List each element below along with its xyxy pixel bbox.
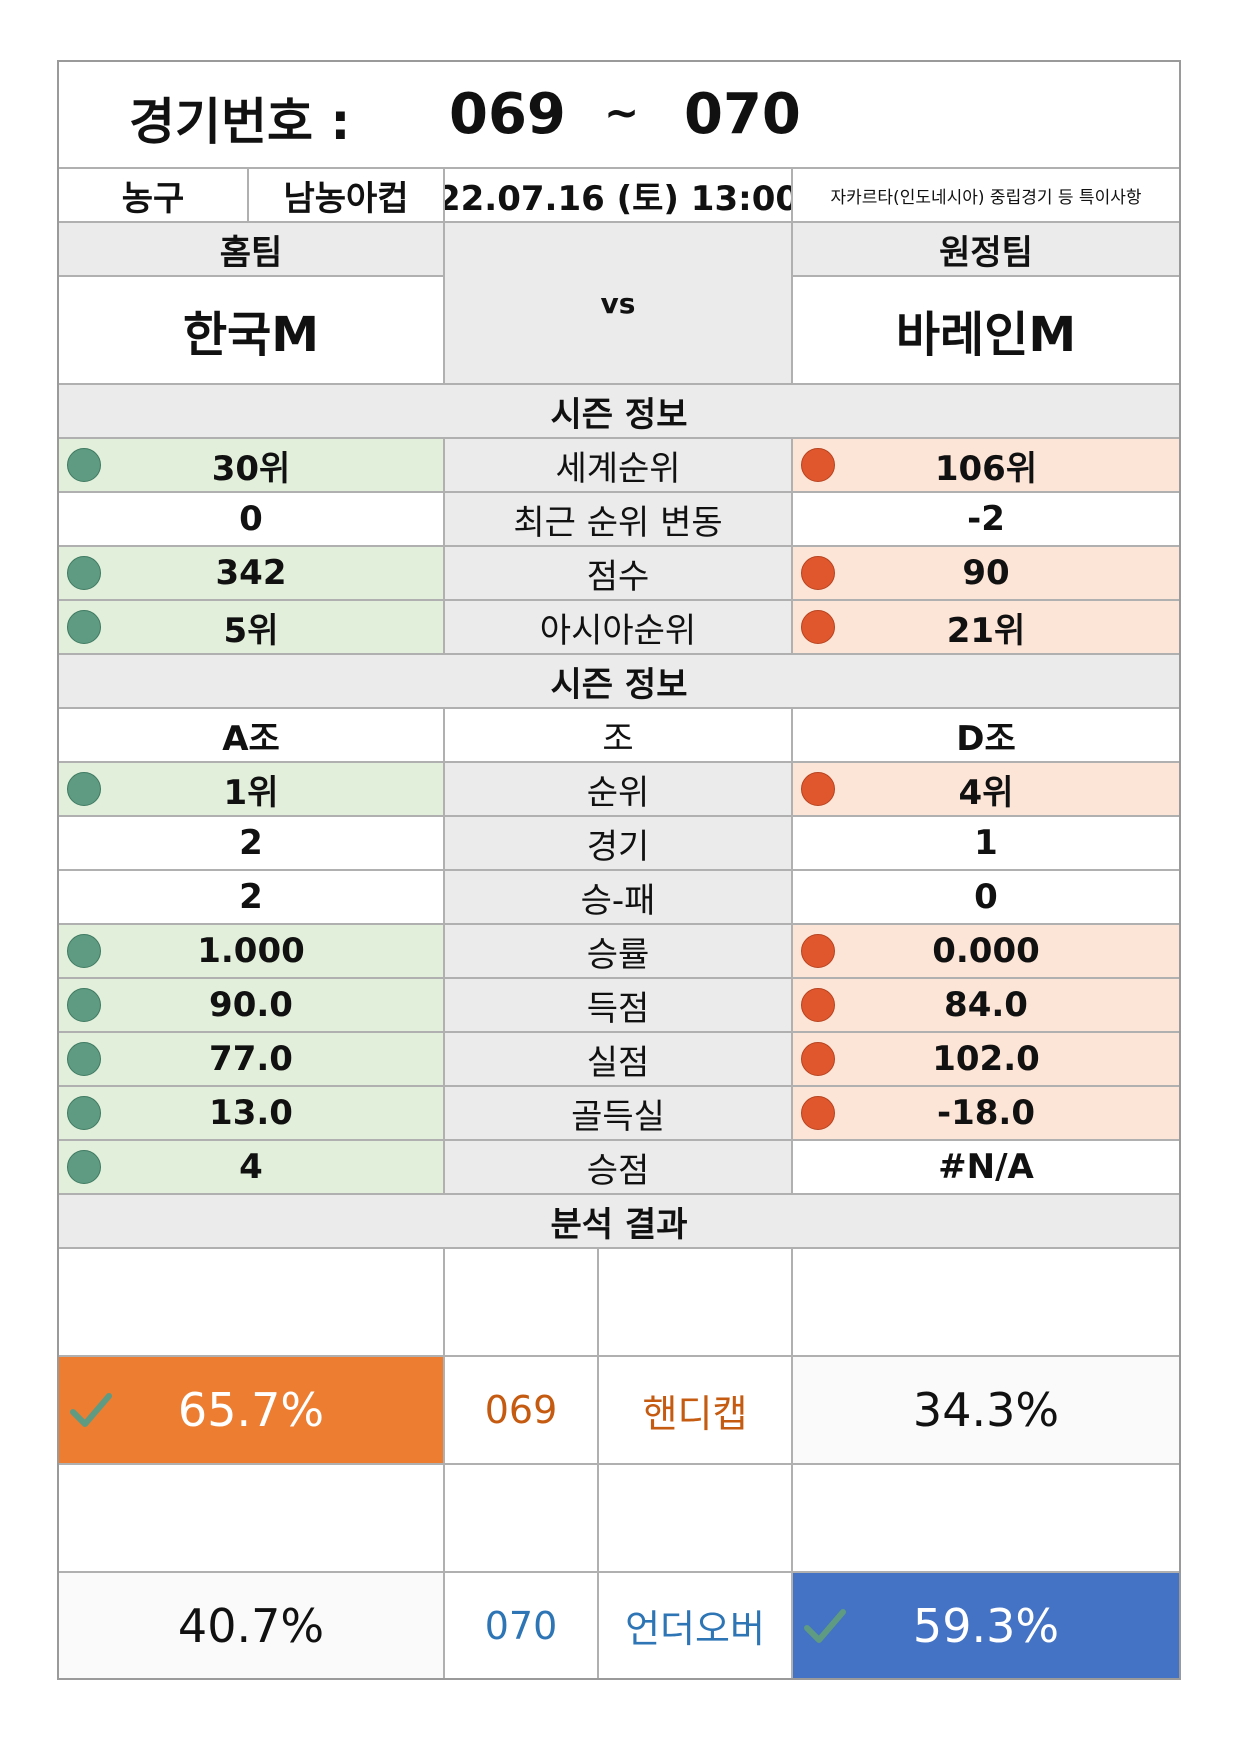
home-indicator-dot — [67, 448, 101, 482]
check-icon — [70, 1393, 112, 1427]
match-number-to: 070 — [684, 82, 801, 147]
match-number-header: 경기번호 : 069 ~ 070 — [59, 62, 1179, 169]
group-row-label: 승점 — [445, 1141, 793, 1195]
home-indicator-dot — [67, 772, 101, 806]
group-label: 조 — [445, 709, 793, 763]
group-away-value: -18.0 — [793, 1087, 1179, 1141]
home-indicator-dot — [67, 1150, 101, 1184]
group-row-label: 승-패 — [445, 871, 793, 925]
group-row-label: 실점 — [445, 1033, 793, 1087]
away-indicator-dot — [801, 1042, 835, 1076]
away-indicator-dot — [801, 1096, 835, 1130]
handicap-code: 069 — [445, 1357, 599, 1465]
group-away-value: 102.0 — [793, 1033, 1179, 1087]
handicap-home-pct: 65.7% — [59, 1357, 445, 1465]
season-info-title: 시즌 정보 — [59, 385, 1179, 439]
season-row-label: 세계순위 — [445, 439, 793, 493]
home-indicator-dot — [67, 556, 101, 590]
analysis-title: 분석 결과 — [59, 1195, 1179, 1249]
group-row-label: 득점 — [445, 979, 793, 1033]
home-indicator-dot — [67, 610, 101, 644]
group-home-value: 2 — [59, 817, 445, 871]
season-row-label: 점수 — [445, 547, 793, 601]
away-indicator-dot — [801, 988, 835, 1022]
season-home-value: 5위 — [59, 601, 445, 655]
sport-cell: 농구 — [59, 169, 249, 223]
season-away-value: -2 — [793, 493, 1179, 547]
league-cell: 남농아컵 — [249, 169, 445, 223]
home-indicator-dot — [67, 934, 101, 968]
group-away-value: 84.0 — [793, 979, 1179, 1033]
home-group: A조 — [59, 709, 445, 763]
note-cell: 자카르타(인도네시아) 중립경기 등 특이사항 — [793, 169, 1179, 223]
spacer-cell — [793, 1465, 1179, 1573]
match-number-from: 069 — [449, 82, 566, 147]
home-indicator-dot — [67, 1042, 101, 1076]
match-sheet: 경기번호 : 069 ~ 070 농구 남농아컵 22.07.16 (토) 13… — [57, 60, 1181, 1680]
group-row-label: 순위 — [445, 763, 793, 817]
spacer-cell — [445, 1249, 599, 1357]
away-indicator-dot — [801, 934, 835, 968]
group-home-value: 77.0 — [59, 1033, 445, 1087]
check-icon — [804, 1608, 846, 1643]
spacer-cell — [59, 1465, 445, 1573]
group-home-value: 2 — [59, 871, 445, 925]
away-indicator-dot — [801, 772, 835, 806]
group-home-value: 13.0 — [59, 1087, 445, 1141]
match-number-label: 경기번호 : — [129, 93, 351, 151]
spacer-cell — [59, 1249, 445, 1357]
spacer-cell — [445, 1465, 599, 1573]
season-away-value: 106위 — [793, 439, 1179, 493]
handicap-away-pct: 34.3% — [793, 1357, 1179, 1465]
away-team-label: 원정팀 — [793, 223, 1179, 277]
group-row-label: 경기 — [445, 817, 793, 871]
season-away-value: 90 — [793, 547, 1179, 601]
home-indicator-dot — [67, 1096, 101, 1130]
spacer-cell — [599, 1465, 793, 1573]
group-away-value: 0.000 — [793, 925, 1179, 979]
away-indicator-dot — [801, 448, 835, 482]
away-group: D조 — [793, 709, 1179, 763]
season-away-value: 21위 — [793, 601, 1179, 655]
away-indicator-dot — [801, 556, 835, 590]
underover-code: 070 — [445, 1573, 599, 1678]
group-away-value: #N/A — [793, 1141, 1179, 1195]
group-info-title: 시즌 정보 — [59, 655, 1179, 709]
home-team-name: 한국M — [59, 277, 445, 385]
spacer-cell — [793, 1249, 1179, 1357]
group-away-value: 4위 — [793, 763, 1179, 817]
handicap-type: 핸디캡 — [599, 1357, 793, 1465]
season-home-value: 342 — [59, 547, 445, 601]
spacer-cell — [599, 1249, 793, 1357]
season-home-value: 30위 — [59, 439, 445, 493]
group-row-label: 승률 — [445, 925, 793, 979]
group-home-value: 1위 — [59, 763, 445, 817]
away-team-name: 바레인M — [793, 277, 1179, 385]
group-row-label: 골득실 — [445, 1087, 793, 1141]
season-row-label: 최근 순위 변동 — [445, 493, 793, 547]
home-team-label: 홈팀 — [59, 223, 445, 277]
home-indicator-dot — [67, 988, 101, 1022]
group-home-value: 90.0 — [59, 979, 445, 1033]
underover-home-pct: 40.7% — [59, 1573, 445, 1678]
season-row-label: 아시아순위 — [445, 601, 793, 655]
group-home-value: 1.000 — [59, 925, 445, 979]
group-away-value: 0 — [793, 871, 1179, 925]
datetime-cell: 22.07.16 (토) 13:00 — [445, 169, 793, 223]
vs-label: vs — [445, 223, 793, 385]
group-home-value: 4 — [59, 1141, 445, 1195]
match-number-separator: ~ — [604, 88, 640, 137]
group-away-value: 1 — [793, 817, 1179, 871]
underover-away-pct: 59.3% — [793, 1573, 1179, 1678]
season-home-value: 0 — [59, 493, 445, 547]
away-indicator-dot — [801, 610, 835, 644]
underover-type: 언더오버 — [599, 1573, 793, 1678]
